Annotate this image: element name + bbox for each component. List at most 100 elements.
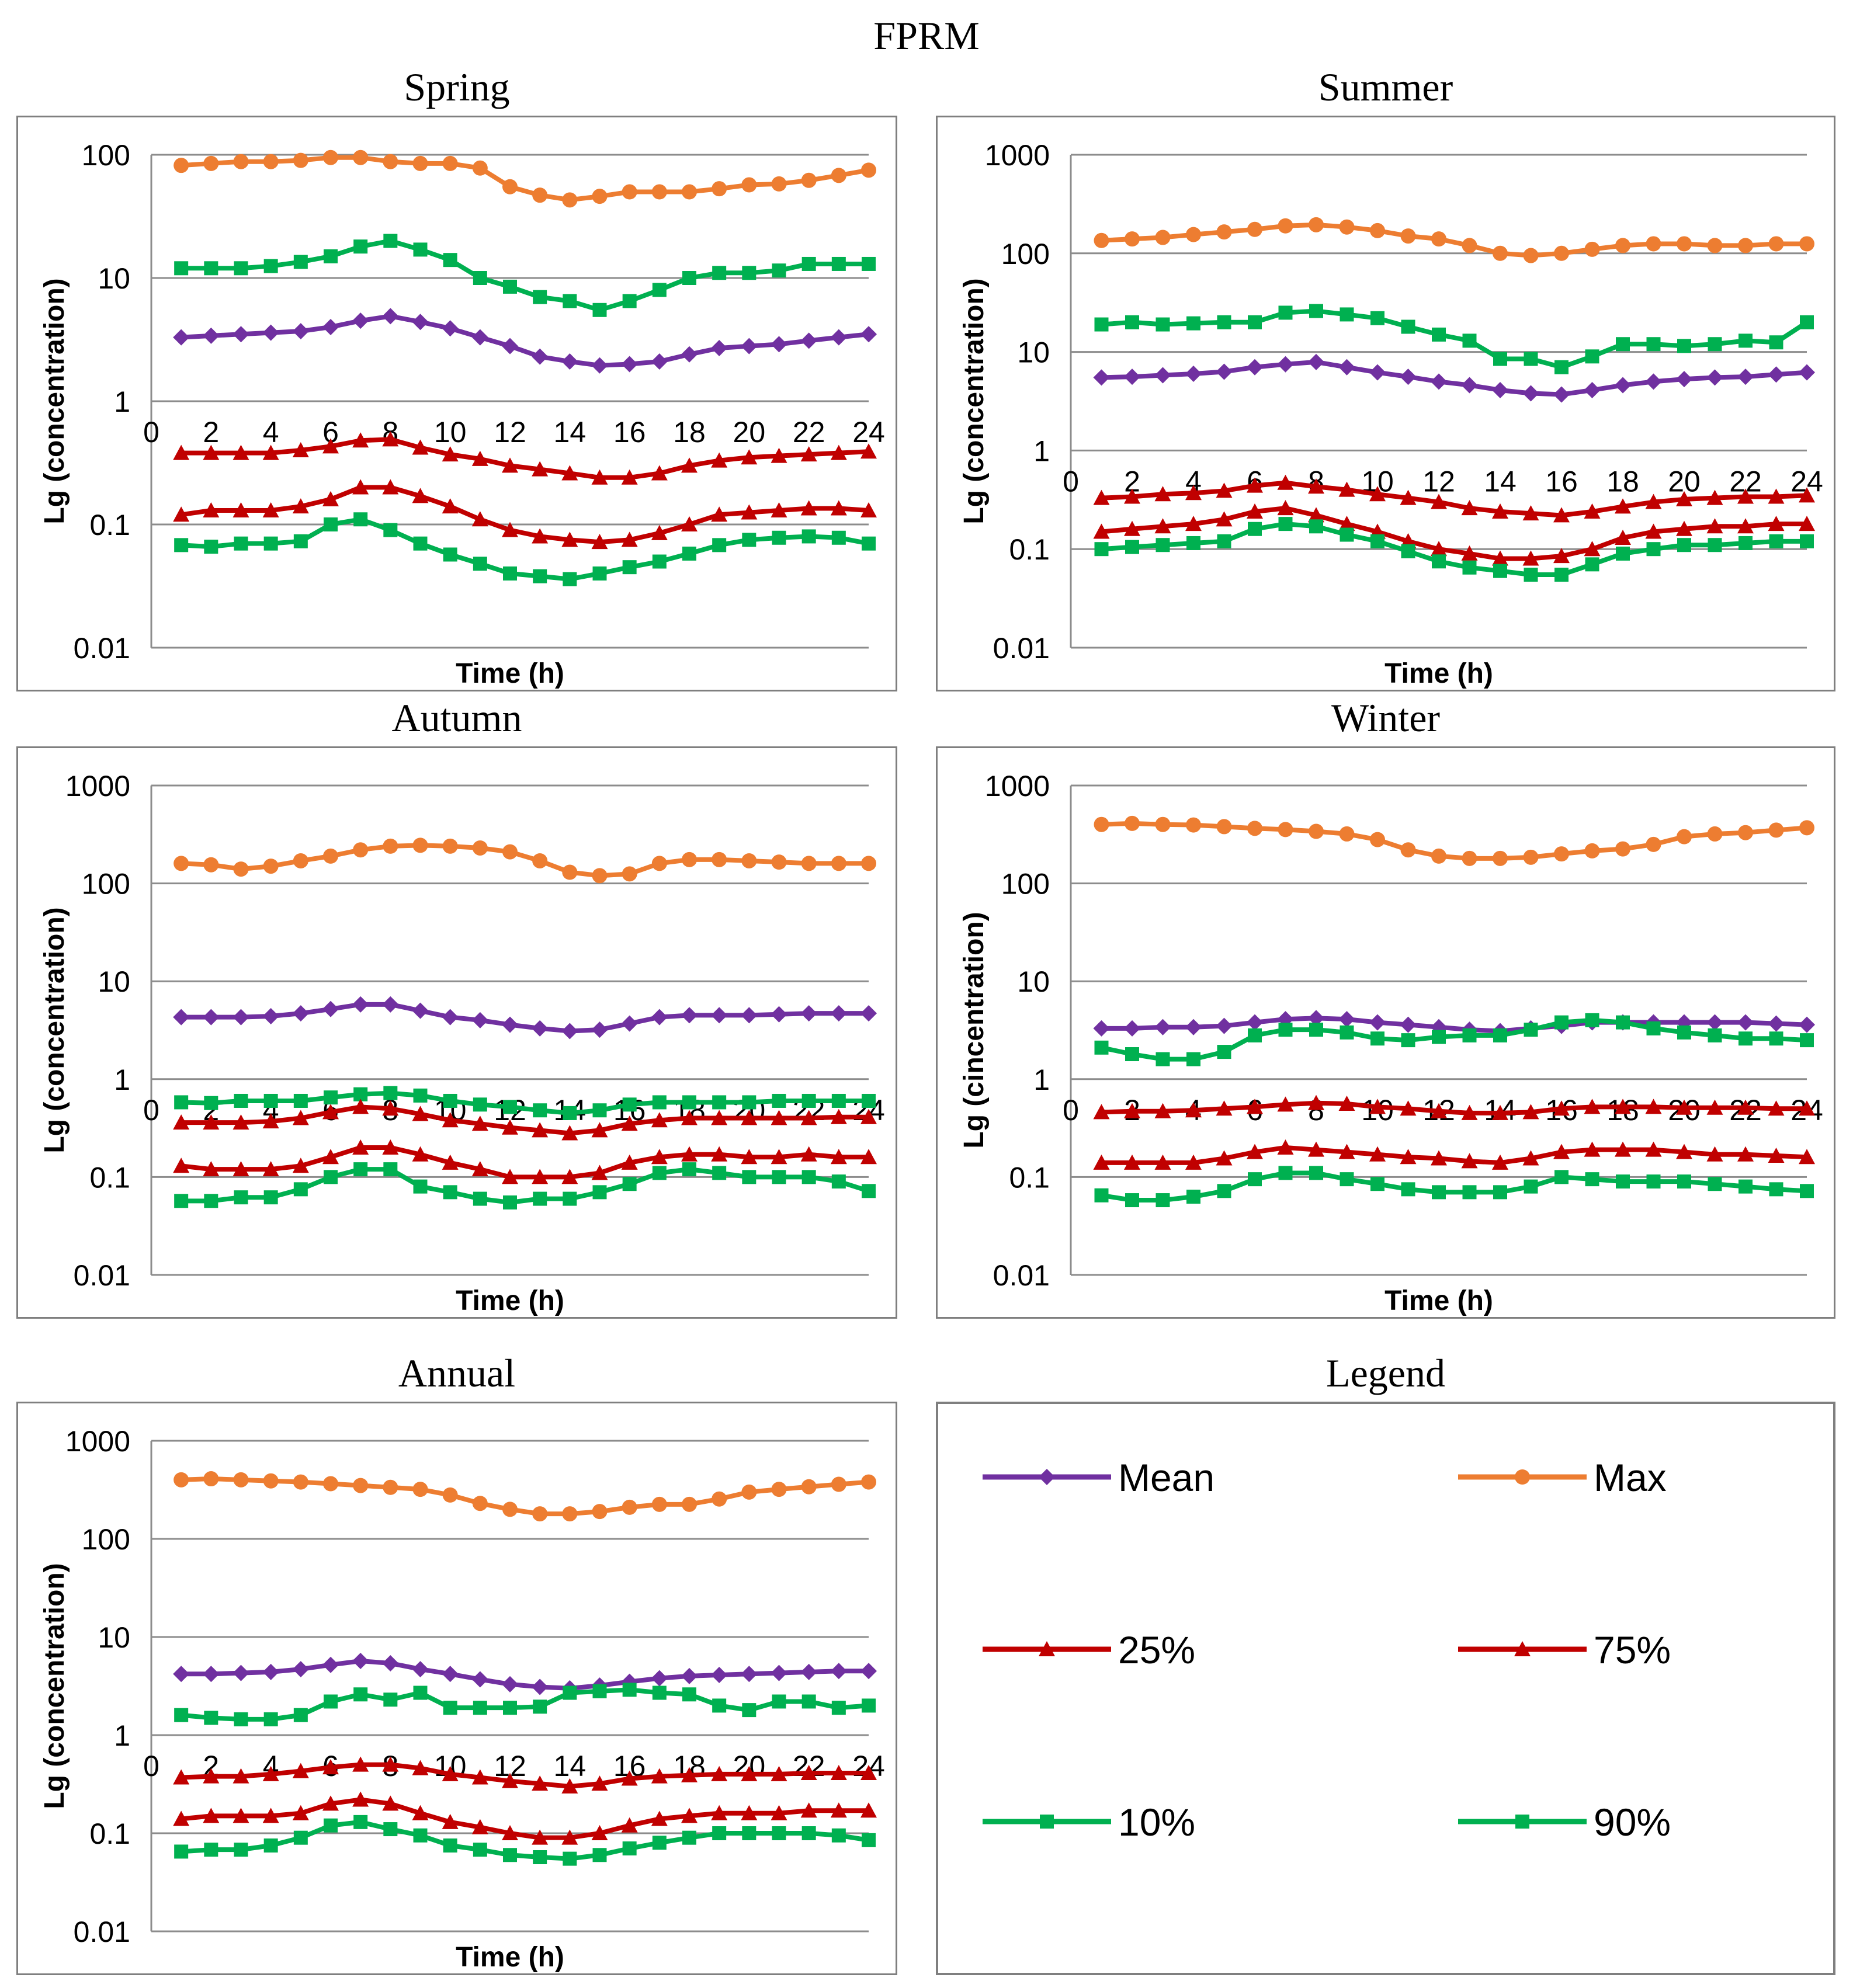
data-point [1615, 841, 1630, 857]
series-line-q25 [181, 485, 869, 545]
data-point [1431, 231, 1446, 247]
data-point [174, 1708, 189, 1722]
data-point [831, 856, 846, 871]
data-point [262, 1765, 279, 1781]
data-point [412, 155, 428, 171]
data-point [473, 1701, 487, 1715]
series-max [1094, 815, 1814, 866]
x-tick-label: 14 [554, 416, 587, 449]
data-point [771, 1664, 787, 1681]
series-line-q10 [181, 517, 869, 582]
data-point [682, 1687, 696, 1702]
data-point [1524, 1023, 1538, 1037]
data-point [1676, 371, 1692, 388]
data-point [622, 184, 637, 200]
legend-item-mean: Mean [983, 1456, 1214, 1499]
data-point [742, 1170, 757, 1184]
data-point [1185, 1154, 1202, 1170]
data-point [1278, 1166, 1293, 1180]
data-point [1462, 1185, 1477, 1200]
data-point [1217, 534, 1231, 548]
data-point [292, 498, 309, 514]
data-point [563, 572, 577, 586]
data-point [622, 294, 637, 308]
data-point [262, 1161, 279, 1177]
data-point [324, 249, 338, 263]
data-point [1155, 538, 1170, 552]
data-point [263, 859, 279, 874]
data-point [443, 1185, 457, 1200]
data-point [173, 1158, 190, 1173]
data-point [1585, 1172, 1599, 1187]
data-point [860, 502, 877, 517]
data-point [203, 1808, 220, 1823]
data-point [1800, 1033, 1814, 1048]
data-point [1616, 546, 1630, 561]
data-point [1248, 1028, 1262, 1042]
series-q90 [174, 1683, 876, 1726]
data-point [1154, 1019, 1171, 1035]
data-point [413, 1088, 428, 1103]
data-point [772, 1694, 786, 1709]
data-point [1739, 536, 1753, 550]
data-point [562, 864, 578, 880]
data-point [1309, 1166, 1323, 1180]
data-point [532, 853, 548, 868]
data-point [1645, 493, 1662, 509]
x-tick-label: 16 [1545, 465, 1578, 498]
data-point [204, 540, 218, 554]
data-point [651, 1670, 668, 1687]
data-point [681, 1808, 698, 1823]
x-tick-label: 20 [733, 416, 766, 449]
x-tick-label: 18 [1606, 465, 1639, 498]
data-point [831, 256, 846, 271]
x-axis: 024681012141618202224 [1063, 465, 1823, 498]
data-point [173, 329, 190, 346]
data-point [292, 323, 309, 340]
data-point [1799, 1100, 1815, 1116]
series-line-mean [1101, 1016, 1807, 1034]
data-point [771, 1805, 787, 1820]
data-point [1584, 843, 1600, 859]
data-point [1094, 1188, 1109, 1202]
data-point [1124, 1103, 1140, 1118]
data-point [622, 1097, 637, 1112]
x-tick-label: 0 [143, 1750, 159, 1782]
x-tick-label: 16 [613, 416, 646, 449]
data-point [1370, 1031, 1384, 1046]
data-point [1522, 1104, 1539, 1120]
data-point [203, 1161, 220, 1177]
data-point [262, 1663, 279, 1680]
data-point [681, 1007, 698, 1024]
data-point [1493, 245, 1508, 261]
data-point [1768, 516, 1785, 531]
series-max [173, 150, 876, 208]
data-point [742, 1826, 757, 1840]
data-point [1554, 1015, 1569, 1030]
data-point [472, 160, 488, 176]
data-point [1278, 1023, 1293, 1037]
data-point [1677, 829, 1692, 844]
data-point [1340, 1025, 1354, 1040]
series-max [173, 1471, 876, 1522]
y-tick-label: 0.1 [1009, 533, 1050, 566]
data-point [383, 1086, 398, 1100]
data-point [1216, 511, 1233, 527]
data-point [382, 1100, 399, 1116]
data-point [1461, 500, 1478, 516]
y-tick-label: 0.1 [89, 509, 130, 541]
x-tick-label: 0 [143, 416, 159, 449]
data-point [473, 1097, 487, 1112]
data-point [203, 857, 219, 873]
data-point [1370, 223, 1385, 238]
data-point [292, 1763, 309, 1778]
series-q90 [174, 234, 876, 317]
data-point [830, 500, 847, 516]
data-point [262, 502, 279, 517]
data-point [1155, 1193, 1170, 1208]
data-point [801, 1093, 816, 1108]
data-point [831, 1701, 846, 1715]
data-point [741, 853, 757, 868]
